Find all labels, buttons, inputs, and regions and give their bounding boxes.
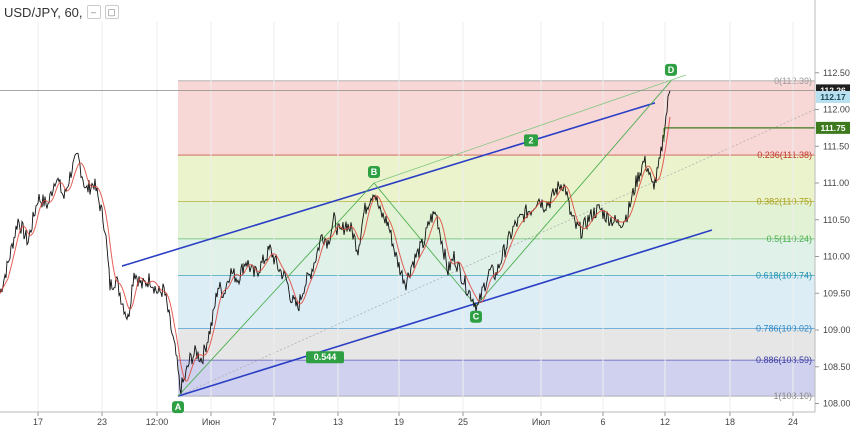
fib-band-0.382 (178, 201, 815, 239)
bid-price-tag-bg (816, 91, 850, 104)
x-tick-label-10: 12 (660, 417, 670, 427)
level-price-tag-bg (816, 121, 850, 134)
fib-label-0.786: 0.786(109.02) (756, 324, 812, 334)
price-line (0, 90, 671, 394)
time-axis[interactable]: 17 23 12:00 Июн 7 13 19 25 Июл 6 12 18 24 (0, 411, 850, 429)
symbol-title: USD/JPY, 60, (4, 4, 83, 20)
wave-badge-A-bg (172, 401, 184, 414)
y-tick-label-9: 112.50 (823, 68, 850, 78)
channel-upper-line (121, 102, 656, 267)
wave-badge-D-bg (665, 63, 677, 76)
y-tick-label-4: 110.00 (823, 252, 850, 262)
wave-segment-BC (373, 182, 477, 307)
fib-band-0.236 (178, 155, 815, 202)
ratio-label-0-bg (306, 351, 344, 364)
fib-band-0.886 (178, 360, 815, 397)
chart-header: USD/JPY, 60, – ▢ (4, 3, 119, 21)
fib-label-0.5: 0.5(110.24) (767, 234, 812, 244)
fib-label-0.382: 0.382(110.75) (757, 196, 812, 206)
wave-badge-A: A (175, 402, 182, 412)
wave-badge-B-bg (368, 166, 380, 178)
ratio-label-1: 2 (528, 135, 533, 145)
time-axis-grid (37, 22, 794, 412)
y-tick-label-8: 112.00 (823, 105, 850, 115)
fib-label-0.618: 0.618(109.74) (756, 271, 812, 281)
wave-badge-D: D (668, 65, 675, 75)
y-tick-label-3: 109.50 (823, 288, 850, 298)
ratio-label-1-bg (524, 134, 538, 147)
y-tick-label-7: 111.50 (823, 141, 849, 151)
wave-markers: A B C D 0.544 2 (172, 63, 677, 414)
y-tick-label-1: 108.50 (823, 362, 850, 372)
price-axis[interactable]: 108.00 108.50 109.00 109.50 110.00 110.50 111.… (814, 0, 850, 412)
y-tick-label-0: 108.00 (823, 399, 850, 409)
fib-band-0.618 (178, 275, 815, 329)
wave-badge-C: C (473, 312, 480, 322)
fib-band-0.786 (178, 328, 815, 361)
price-axis-bg (815, 0, 850, 412)
moving-average-line (0, 116, 671, 382)
y-tick-label-6: 111.00 (823, 178, 849, 188)
ratio-label-0: 0.544 (314, 352, 337, 362)
channel-lower-line (177, 229, 713, 397)
x-tick-label-11: 18 (725, 417, 735, 427)
channel-top-extension (373, 74, 687, 184)
fib-label-0.236: 0.236(111.38) (757, 150, 812, 160)
expand-icon[interactable]: ▢ (104, 5, 119, 19)
wave-lines[interactable] (177, 80, 672, 397)
x-tick-label-9: 6 (600, 417, 605, 427)
trend-channel[interactable] (121, 74, 713, 397)
wave-segment-AB (177, 182, 375, 397)
x-tick-label-6: 19 (394, 417, 404, 427)
price-series (0, 90, 671, 394)
y-tick-label-5: 110.50 (823, 215, 850, 225)
x-tick-label-0: 17 (33, 417, 43, 427)
fib-trend-line (177, 109, 816, 397)
wave-badge-C-bg (470, 310, 482, 323)
wave-segment-CD (475, 80, 672, 307)
bid-price-tag: 112.17 (820, 92, 846, 102)
x-tick-label-8: Июл (532, 417, 550, 427)
level-price-tag: 111.75 (820, 123, 845, 133)
minimize-icon[interactable]: – (86, 5, 101, 19)
x-tick-label-2: 12:00 (146, 417, 169, 427)
x-tick-label-4: 7 (271, 417, 276, 427)
x-tick-label-12: 24 (788, 417, 798, 427)
time-axis-bg (0, 412, 850, 429)
horizontal-level-line[interactable] (0, 89, 815, 142)
current-price-tag: 112.26 (820, 85, 846, 95)
x-tick-label-3: Июн (202, 417, 220, 427)
fib-label-0.886: 0.886(108.59) (756, 355, 812, 365)
x-tick-label-5: 13 (333, 417, 343, 427)
wave-badge-B: B (371, 167, 378, 177)
x-tick-label-1: 23 (97, 417, 107, 427)
x-tick-label-7: 25 (458, 417, 468, 427)
y-tick-label-2: 109.00 (823, 325, 850, 335)
fib-band-0 (178, 80, 815, 156)
